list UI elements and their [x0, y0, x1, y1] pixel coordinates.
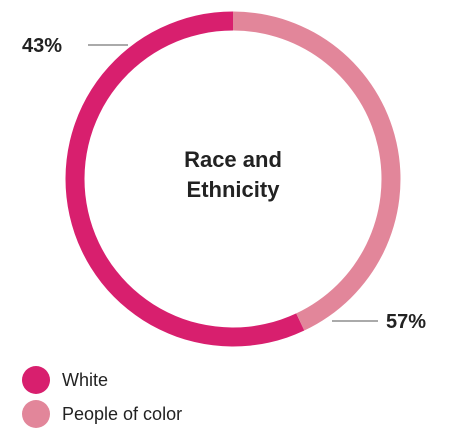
- legend-swatch-white: [22, 366, 50, 394]
- donut-slice-people-of-color: [233, 11, 401, 331]
- legend-label-white: White: [62, 369, 109, 390]
- legend-item-people-of-color: People of color: [22, 400, 183, 428]
- legend-label-people-of-color: People of color: [62, 403, 183, 424]
- legend: White People of color: [22, 366, 183, 435]
- slice-label-white: 57%: [386, 311, 426, 333]
- legend-swatch-people-of-color: [22, 400, 50, 428]
- donut-slices: [65, 11, 401, 347]
- slice-label-people-of-color: 43%: [22, 35, 62, 57]
- chart-title-line-2: Ethnicity: [187, 177, 281, 202]
- legend-item-white: White: [22, 366, 182, 394]
- label-leaders: [88, 44, 378, 322]
- chart-title-line-1: Race and: [184, 147, 282, 172]
